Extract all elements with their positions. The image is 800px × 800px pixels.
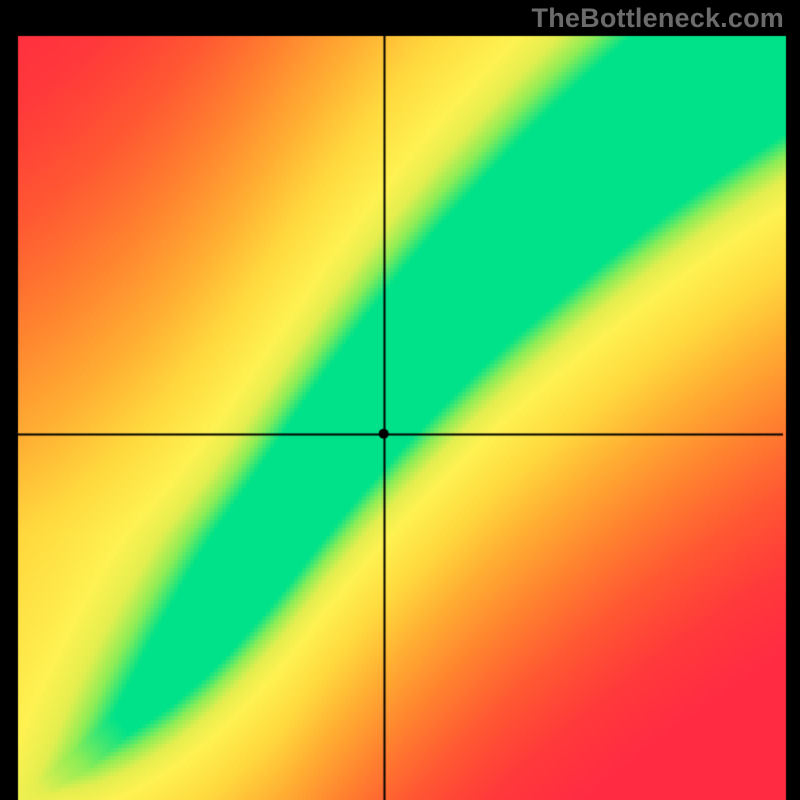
chart-container: TheBottleneck.com	[0, 0, 800, 800]
bottleneck-heatmap-canvas	[0, 0, 800, 800]
watermark-text: TheBottleneck.com	[532, 3, 784, 34]
